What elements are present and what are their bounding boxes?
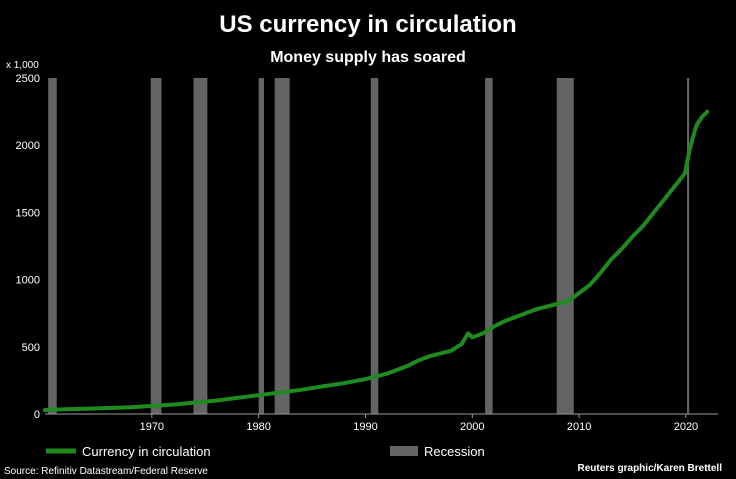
- recession-bars: [48, 78, 690, 414]
- recession-bar-1: [150, 78, 162, 414]
- recession-bar-3: [258, 78, 264, 414]
- recession-bar-4: [274, 78, 290, 414]
- x-tick-label-2: 1990: [353, 421, 377, 433]
- recession-bar-2: [193, 78, 208, 414]
- tick-labels: 1970 1980 1990 2000 2010 2020 0 500 1000 1500 2000…: [16, 73, 699, 433]
- series-lines: [43, 109, 710, 412]
- y-tick-label-3: 1500: [16, 207, 40, 219]
- x-tick-label-0: 1970: [140, 421, 164, 433]
- recession-bar-0: [48, 78, 57, 414]
- recession-bar-5: [370, 78, 379, 414]
- y-tick-label-5: 2500: [16, 73, 40, 85]
- legend-recession-swatch: [390, 446, 418, 456]
- x-tick-label-3: 2000: [460, 421, 484, 433]
- footer-source: Source: Refinitiv Datastream/Federal Res…: [4, 466, 208, 477]
- y-tick-label-1: 500: [22, 342, 40, 354]
- x-tick-label-5: 2020: [674, 421, 698, 433]
- x-tick-label-1: 1980: [246, 421, 270, 433]
- chart-subtitle: Money supply has soared: [270, 49, 466, 66]
- y-unit-label: x 1,000: [6, 60, 39, 71]
- y-tick-label-2: 1000: [16, 275, 40, 287]
- y-tick-label-4: 2000: [16, 140, 40, 152]
- y-tick-label-0: 0: [34, 409, 40, 421]
- chart-title: US currency in circulation: [219, 11, 516, 38]
- x-tick-label-4: 2010: [567, 421, 591, 433]
- recession-bar-8: [687, 78, 690, 414]
- recession-bar-7: [556, 78, 574, 414]
- recession-bar-6: [485, 78, 493, 414]
- series-line-0: [43, 109, 710, 412]
- legend-recession-label: Recession: [424, 444, 485, 459]
- legend-line-label: Currency in circulation: [82, 444, 211, 459]
- footer-credit: Reuters graphic/Karen Brettell: [578, 463, 723, 474]
- legend: Currency in circulation Recession: [46, 444, 485, 459]
